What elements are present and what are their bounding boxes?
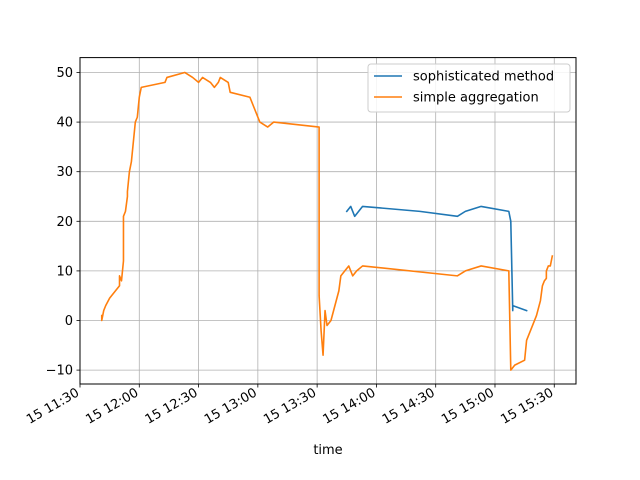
y-axis: −10 0 10 20 30 40 50 bbox=[46, 66, 80, 379]
y-tick-label: 0 bbox=[65, 314, 73, 329]
series-line-1 bbox=[100, 71, 554, 371]
y-tick-label: 10 bbox=[56, 264, 73, 279]
x-axis-title: time bbox=[313, 443, 342, 458]
legend-label: sophisticated method bbox=[413, 70, 554, 85]
y-tick-label: −10 bbox=[46, 364, 73, 379]
series-layer bbox=[100, 71, 554, 371]
legend: sophisticated method simple aggregation bbox=[367, 63, 571, 113]
legend-box bbox=[367, 63, 571, 113]
y-tick-label: 30 bbox=[56, 165, 73, 180]
y-tick-label: 50 bbox=[56, 66, 73, 81]
plot-frame bbox=[79, 57, 577, 385]
y-tick-label: 40 bbox=[56, 116, 73, 131]
legend-label: simple aggregation bbox=[413, 91, 539, 106]
series-line-0 bbox=[345, 205, 528, 312]
y-tick-label: 20 bbox=[56, 215, 73, 230]
